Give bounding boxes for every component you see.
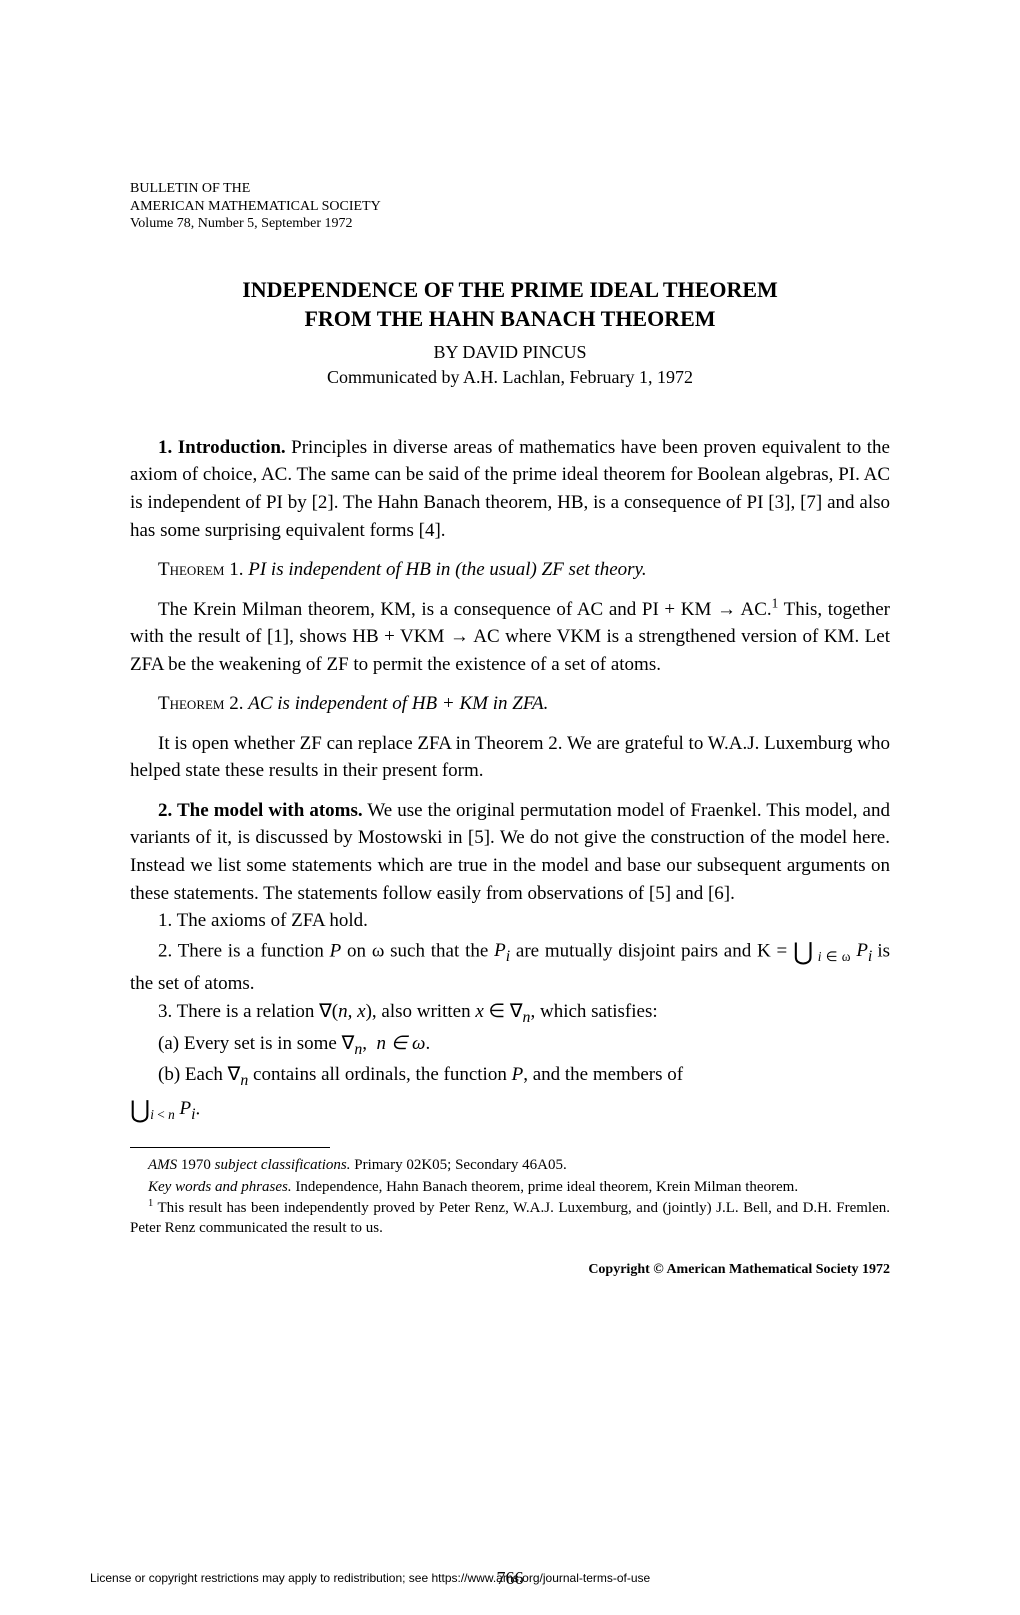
footnote-rule bbox=[130, 1147, 330, 1148]
section-label: 1. Introduction. bbox=[158, 437, 286, 458]
item2c: are mutually disjoint pairs and K = bbox=[510, 940, 793, 961]
itemB3: , and the members of bbox=[523, 1064, 683, 1085]
paragraph-2: The Krein Milman theorem, KM, is a conse… bbox=[130, 596, 890, 679]
ams-subject: subject classifications. bbox=[215, 1157, 351, 1173]
journal-line3: Volume 78, Number 5, September 1972 bbox=[130, 215, 890, 233]
list-item-3: 3. There is a relation ∇(n, x), also wri… bbox=[130, 998, 890, 1030]
item2a: 2. There is a function bbox=[158, 940, 330, 961]
journal-header: BULLETIN OF THE AMERICAN MATHEMATICAL SO… bbox=[130, 180, 890, 233]
ams-text: Primary 02K05; Secondary 46A05. bbox=[351, 1157, 567, 1173]
page-container: BULLETIN OF THE AMERICAN MATHEMATICAL SO… bbox=[0, 0, 1020, 1615]
list-item-2: 2. There is a function P on ω such that … bbox=[130, 935, 890, 998]
page-number: 766 bbox=[497, 1568, 524, 1589]
section-1-intro: 1. Introduction. Principles in diverse a… bbox=[130, 434, 890, 544]
itemB1: (b) Each ∇ bbox=[158, 1064, 240, 1085]
keywords-text: Independence, Hahn Banach theorem, prime… bbox=[292, 1179, 798, 1195]
theorem2-text: AC is independent of HB + KM in ZFA. bbox=[248, 693, 548, 714]
journal-line1: BULLETIN OF THE bbox=[130, 180, 890, 198]
item3a: 3. There is a relation ∇( bbox=[158, 1001, 338, 1022]
communicated-line: Communicated by A.H. Lachlan, February 1… bbox=[130, 367, 890, 388]
byline: BY DAVID PINCUS bbox=[130, 342, 890, 363]
nomega: n ∈ ω bbox=[377, 1033, 426, 1054]
ams-year: 1970 bbox=[177, 1157, 215, 1173]
keywords-label: Key words and phrases. bbox=[148, 1179, 292, 1195]
footnote-1: 1 This result has been independently pro… bbox=[130, 1199, 890, 1238]
item2b: on ω such that the bbox=[341, 940, 494, 961]
itemA: (a) Every set is in some ∇ bbox=[158, 1033, 354, 1054]
theorem-2: Theorem 2. AC is independent of HB + KM … bbox=[130, 690, 890, 718]
section-2: 2. The model with atoms. We use the orig… bbox=[130, 797, 890, 907]
list-item-3a: (a) Every set is in some ∇n, n ∈ ω. bbox=[130, 1030, 890, 1062]
fn1-text: This result has been independently prove… bbox=[130, 1200, 890, 1236]
list-item-3b: (b) Each ∇n contains all ordinals, the f… bbox=[130, 1061, 890, 1129]
item3c: , which satisfies: bbox=[530, 1001, 657, 1022]
list-item-1: 1. The axioms of ZFA hold. bbox=[130, 907, 890, 935]
theorem1-label: Theorem bbox=[158, 559, 225, 580]
paragraph-3: It is open whether ZF can replace ZFA in… bbox=[130, 730, 890, 785]
para2a: The Krein Milman theorem, KM, is a conse… bbox=[158, 599, 772, 620]
theorem2-label: Theorem bbox=[158, 693, 225, 714]
itemB2: contains all ordinals, the function bbox=[248, 1064, 511, 1085]
article-title: INDEPENDENCE OF THE PRIME IDEAL THEOREM … bbox=[130, 275, 890, 334]
copyright-line: Copyright © American Mathematical Societ… bbox=[130, 1262, 890, 1278]
license-line: License or copyright restrictions may ap… bbox=[90, 1571, 650, 1585]
item3b: ), also written bbox=[366, 1001, 476, 1022]
title-line1: INDEPENDENCE OF THE PRIME IDEAL THEOREM bbox=[130, 275, 890, 305]
journal-line2: AMERICAN MATHEMATICAL SOCIETY bbox=[130, 198, 890, 216]
section2-label: 2. The model with atoms. bbox=[158, 800, 363, 821]
ams-label: AMS bbox=[148, 1157, 177, 1173]
title-line2: FROM THE HAHN BANACH THEOREM bbox=[130, 304, 890, 334]
theorem-1: Theorem 1. PI is independent of HB in (t… bbox=[130, 556, 890, 584]
footnote-ams: AMS 1970 subject classifications. Primar… bbox=[130, 1156, 890, 1176]
theorem1-num: 1. bbox=[225, 559, 249, 580]
theorem1-text: PI is independent of HB in (the usual) Z… bbox=[248, 559, 646, 580]
footnote-keywords: Key words and phrases. Independence, Hah… bbox=[130, 1178, 890, 1198]
theorem2-num: 2. bbox=[225, 693, 249, 714]
